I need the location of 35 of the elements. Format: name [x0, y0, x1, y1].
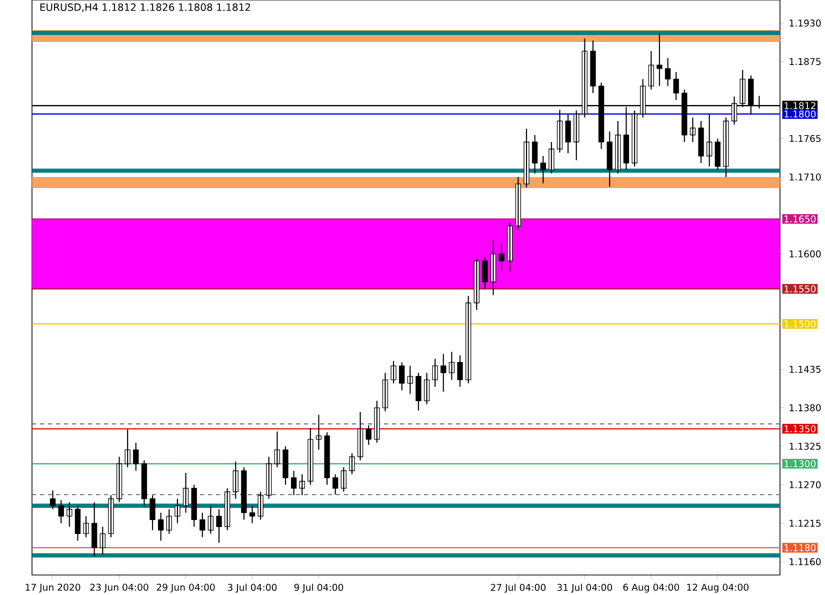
y-tick-label: 1.1270: [790, 481, 821, 488]
ref-line-label: 1.1500: [784, 320, 816, 328]
y-tick-label: 1.1600: [790, 250, 821, 258]
y-tick-label: 1.1765: [790, 134, 821, 142]
y-tick-label: 1.1215: [790, 520, 821, 527]
ref-line-label: 1.1300: [784, 460, 816, 468]
y-tick-label: 1.1435: [790, 366, 821, 373]
x-tick-label: 9 Jul 04:00: [294, 584, 344, 593]
ref-line-label: 1.1350: [784, 425, 816, 432]
x-tick-label: 29 Jun 04:00: [156, 584, 215, 592]
y-tick-label: 1.1325: [790, 442, 821, 450]
ref-line-label: 1.1800: [784, 110, 816, 118]
candlestick: [615, 120, 621, 174]
y-tick-label: 1.1380: [790, 404, 821, 412]
y-tick-label: 1.1875: [790, 58, 821, 66]
x-tick-label: 17 Jun 2020: [26, 584, 80, 592]
candlestick: [656, 32, 662, 87]
x-tick-label: 12 Aug 04:00: [687, 584, 748, 593]
ref-line-label: 1.1812: [784, 102, 816, 110]
x-tick-label: 27 Jul 04:00: [490, 584, 546, 593]
x-tick-label: 3 Jul 04:00: [228, 584, 277, 593]
chart-title: EURUSD,H4 1.1812 1.1826 1.1808 1.1812: [40, 3, 250, 12]
candlestick: [565, 113, 571, 154]
ref-line-label: 1.1180: [784, 544, 816, 552]
x-tick-label: 6 Aug 04:00: [623, 584, 680, 593]
x-tick-label: 31 Jul 04:00: [557, 584, 612, 593]
ref-line-label: 1.1550: [784, 285, 816, 292]
ref-line-label: 1.1650: [784, 215, 816, 222]
y-tick-label: 1.1710: [790, 173, 821, 180]
candlestick: [590, 40, 596, 94]
y-tick-label: 1.1160: [790, 558, 821, 566]
x-tick-label: 23 Jun 04:00: [90, 584, 148, 592]
y-tick-label: 1.1930: [790, 20, 821, 27]
candlestick: [698, 120, 704, 164]
candlestick: [548, 141, 554, 174]
